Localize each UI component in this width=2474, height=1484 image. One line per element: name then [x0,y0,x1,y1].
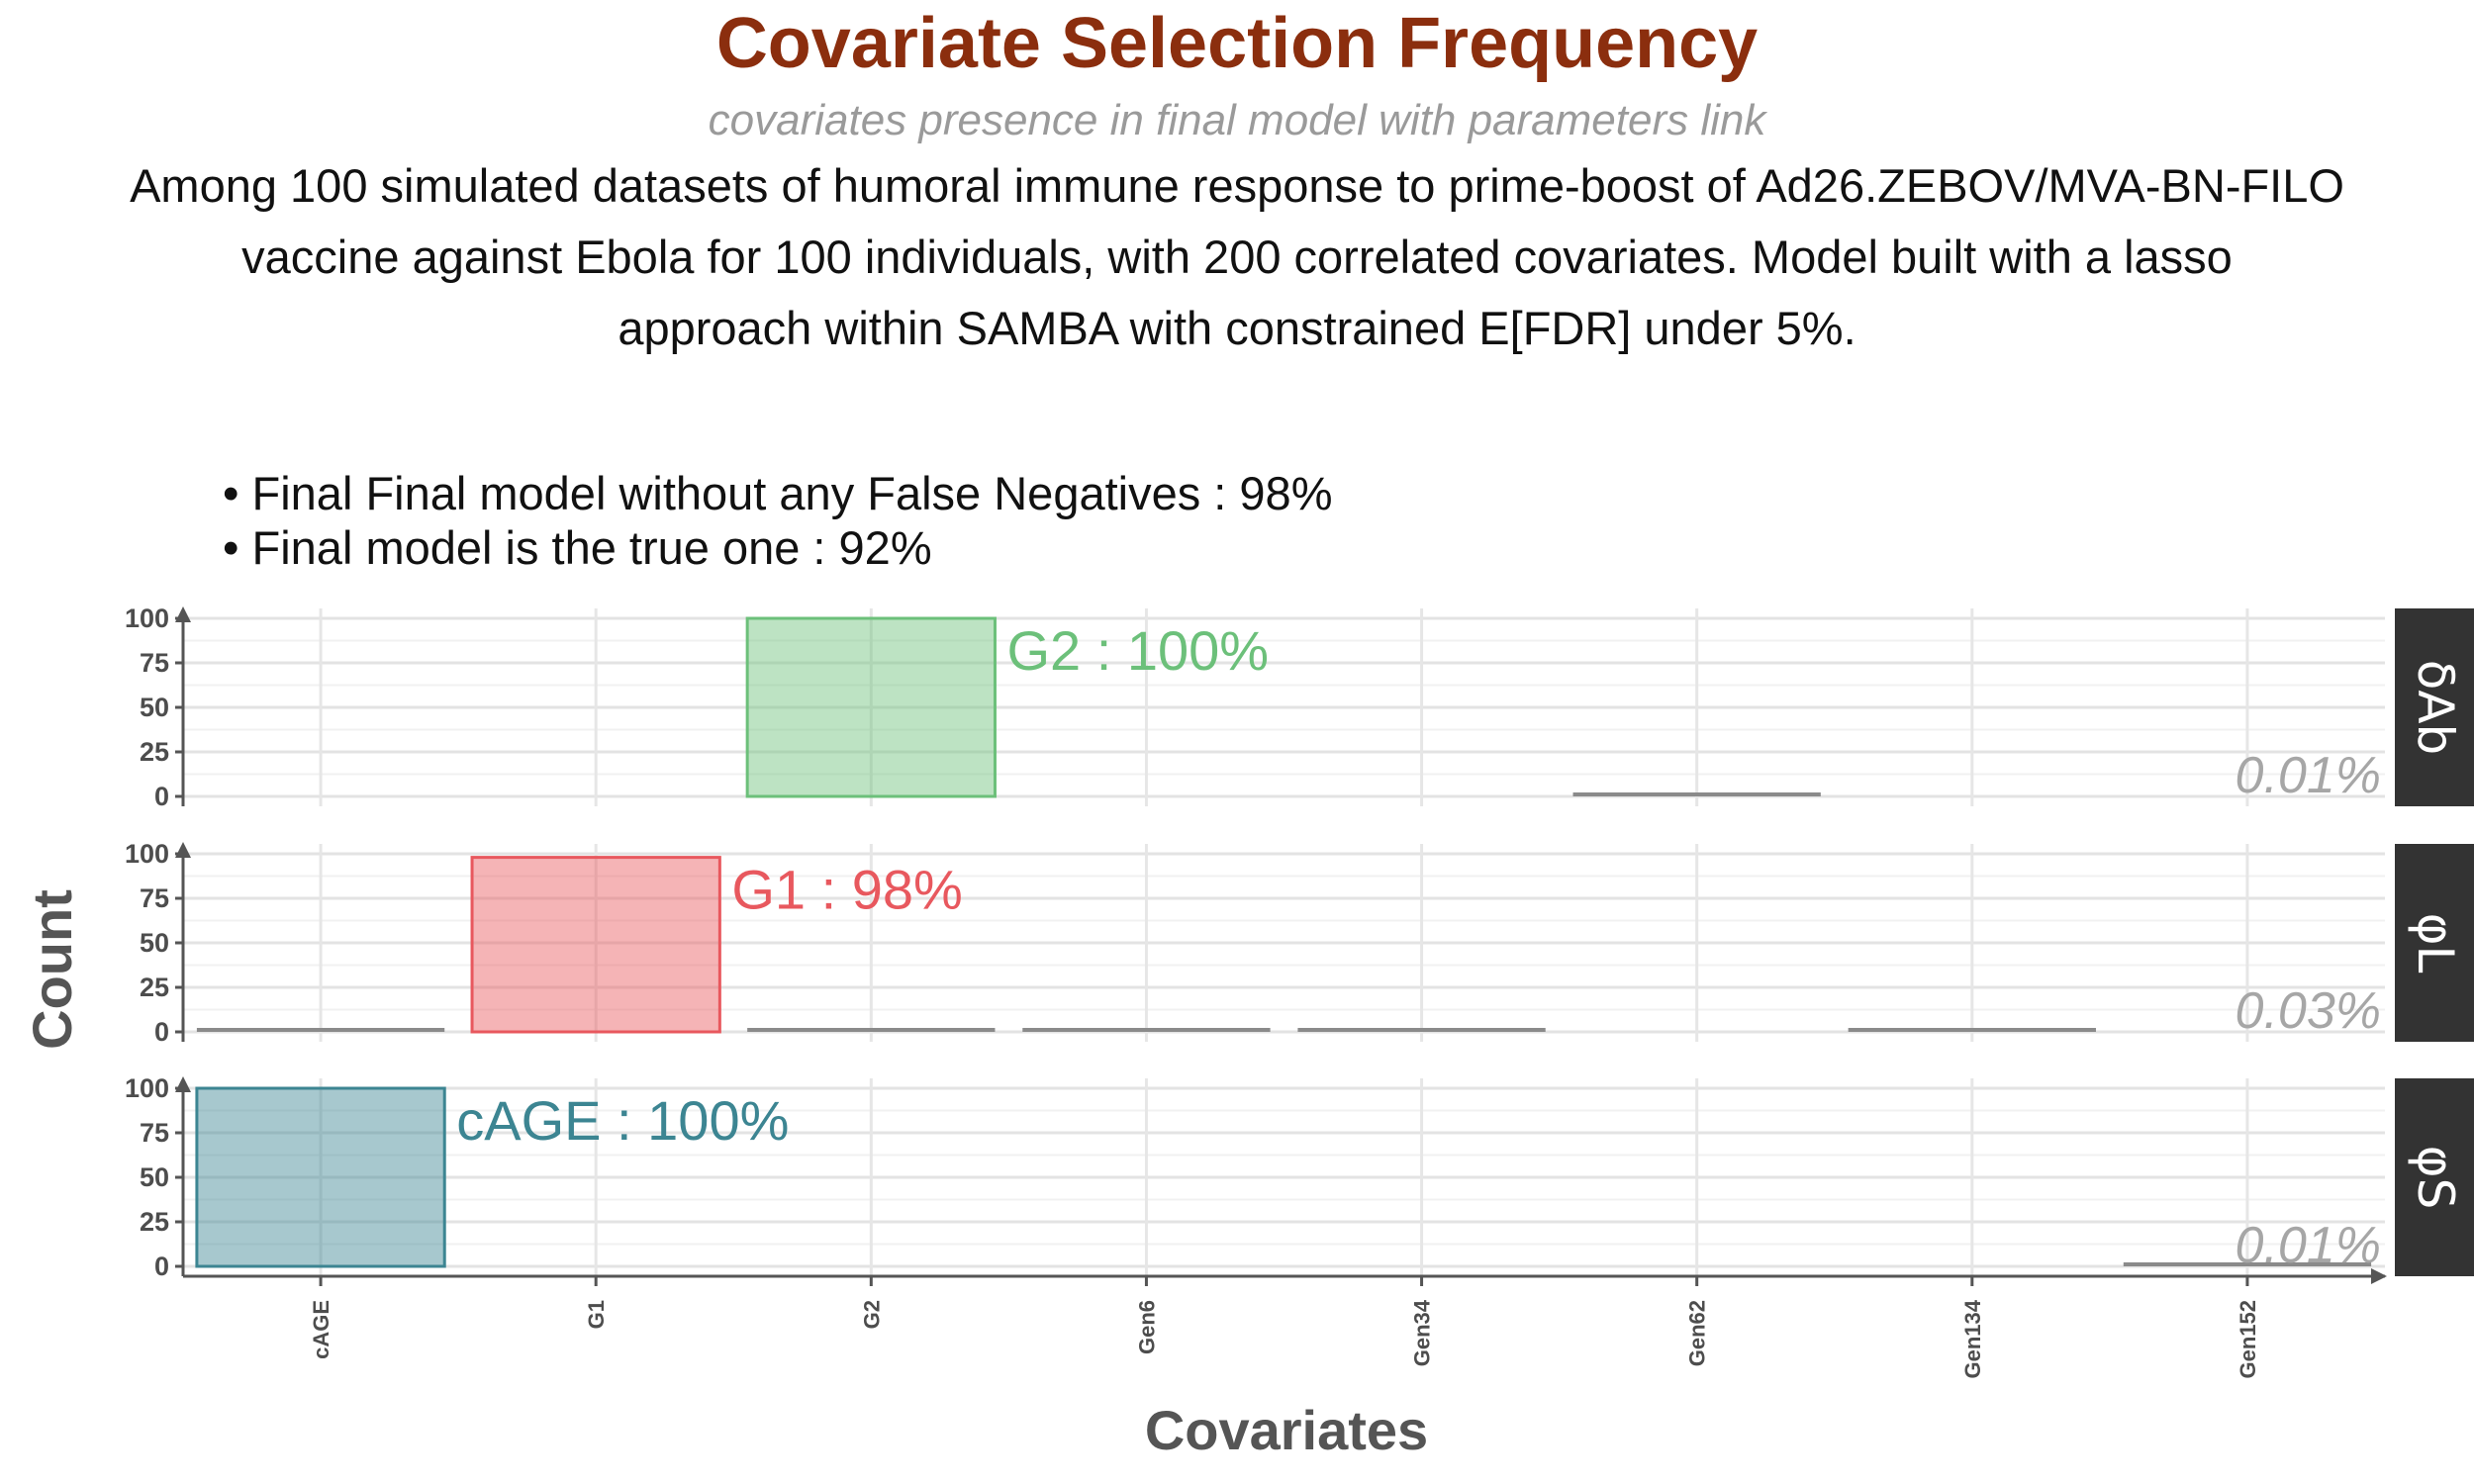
y-tick-label: 75 [140,648,169,678]
facet-strip-label: δAb [2407,660,2464,756]
chart-subtitle: covariates presence in final model with … [709,96,1768,144]
bar-gen6 [1022,1028,1271,1032]
x-tick-label: G1 [584,1300,609,1329]
chart-title: Covariate Selection Frequency [716,4,1758,83]
bar-gen134 [1848,1028,2096,1032]
y-tick-label: 25 [140,973,169,1002]
y-tick-label: 75 [140,1118,169,1148]
x-axis-title: Covariates [1145,1399,1428,1461]
y-axis-arrow [175,1076,191,1092]
y-axis-arrow [175,842,191,858]
facet-strip [2395,608,2474,806]
x-tick-label: G2 [859,1300,884,1329]
panel-2: G1 : 98% 0.03% 0 25 50 75 100 φL [125,839,2474,1047]
y-tick-label: 25 [140,737,169,767]
panel-1: G2 : 100% 0.01% 0 25 50 75 100 δAb [125,603,2474,811]
x-tick-label: Gen152 [2236,1300,2260,1379]
x-axis-arrow [2371,1268,2387,1284]
facet-strip-label: φL [2407,913,2464,974]
bar-g1 [470,856,721,1034]
bar-cage [195,1086,446,1268]
bar-g2 [747,1028,996,1032]
y-tick-label: 25 [140,1207,169,1237]
y-tick-label: 75 [140,883,169,913]
x-axis: cAGE G1 G2 Gen6 Gen34 Gen62 Gen134 Gen152 [183,1268,2387,1379]
y-tick-label: 0 [154,782,169,811]
facet-strip-label: φS [2407,1146,2464,1210]
panel-3: cAGE : 100% 0.01% 0 25 50 75 100 φS [125,1073,2474,1281]
highlight-label: cAGE : 100% [456,1089,789,1152]
x-tick-label: Gen62 [1685,1300,1710,1366]
caption-line-2: vaccine against Ebola for 100 individual… [241,231,2233,283]
bar-gen152 [2123,1262,2372,1266]
corner-percentage-label: 0.01% [2236,1217,2381,1274]
x-tick-label: cAGE [309,1300,333,1359]
bullet-false-negatives: • Final Final model without any False Ne… [223,467,1332,519]
bar-gen34 [1297,1028,1546,1032]
x-tick-label: Gen134 [1960,1299,1985,1378]
caption-line-1: Among 100 simulated datasets of humoral … [130,159,2344,212]
panels-group: G2 : 100% 0.01% 0 25 50 75 100 δAb G1 : 98% 0.03%… [125,603,2474,1281]
facet-strip [2395,844,2474,1042]
y-tick-label: 0 [154,1017,169,1047]
corner-percentage-label: 0.03% [2236,982,2381,1040]
highlight-label: G2 : 100% [1006,619,1269,682]
y-tick-label: 100 [125,1073,169,1103]
bar-cage [196,1028,445,1032]
y-tick-label: 100 [125,839,169,869]
x-tick-label: Gen6 [1134,1300,1159,1354]
facet-strip [2395,1078,2474,1276]
y-axis-title: Count [21,889,83,1050]
corner-percentage-label: 0.01% [2236,747,2381,804]
y-tick-label: 100 [125,603,169,633]
bar-g2 [745,616,997,798]
bar-gen62 [1572,792,1821,796]
y-tick-label: 50 [140,693,169,722]
caption-line-3: approach within SAMBA with constrained E… [618,302,1856,354]
x-tick-label: Gen34 [1410,1299,1435,1366]
y-axis-arrow [175,606,191,622]
bullet-true-model: • Final model is the true one : 92% [223,521,932,574]
y-tick-label: 50 [140,928,169,958]
y-tick-label: 0 [154,1252,169,1281]
y-tick-label: 50 [140,1162,169,1192]
highlight-label: G1 : 98% [731,859,962,921]
